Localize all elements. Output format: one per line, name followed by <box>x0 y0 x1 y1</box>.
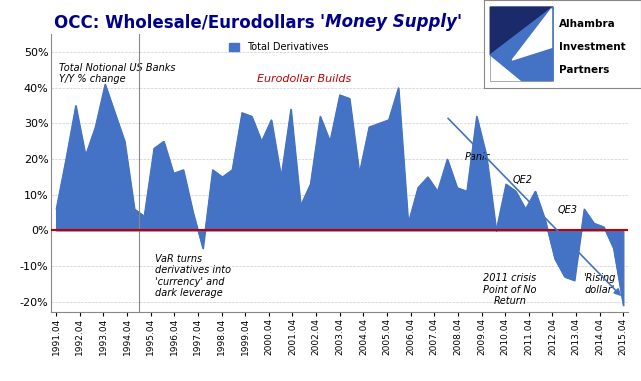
Text: OCC: Wholesale/Eurodollars: OCC: Wholesale/Eurodollars <box>54 13 320 31</box>
Polygon shape <box>490 7 553 81</box>
Text: 'Rising
dollar': 'Rising dollar' <box>583 273 616 295</box>
Text: Investment: Investment <box>560 42 626 52</box>
Text: VaR turns
derivatives into
'currency' and
dark leverage: VaR turns derivatives into 'currency' an… <box>155 254 231 298</box>
Polygon shape <box>490 7 553 55</box>
Text: Alhambra: Alhambra <box>560 19 616 29</box>
Text: Panic: Panic <box>465 152 491 162</box>
Text: Eurodollar Builds: Eurodollar Builds <box>257 74 351 83</box>
Polygon shape <box>512 9 551 60</box>
Text: QE2: QE2 <box>512 175 532 185</box>
Text: Eurodollar Declines: Eurodollar Declines <box>487 74 595 83</box>
Text: 2011 crisis
Point of No
Return: 2011 crisis Point of No Return <box>483 273 537 306</box>
Text: Partners: Partners <box>560 65 610 75</box>
Bar <box>490 7 553 81</box>
Text: QE3: QE3 <box>557 205 577 215</box>
Text: Total Notional US Banks
Y/Y % change: Total Notional US Banks Y/Y % change <box>58 63 175 85</box>
Legend: Total Derivatives: Total Derivatives <box>229 42 328 52</box>
Text: 'Money Supply': 'Money Supply' <box>320 13 463 31</box>
